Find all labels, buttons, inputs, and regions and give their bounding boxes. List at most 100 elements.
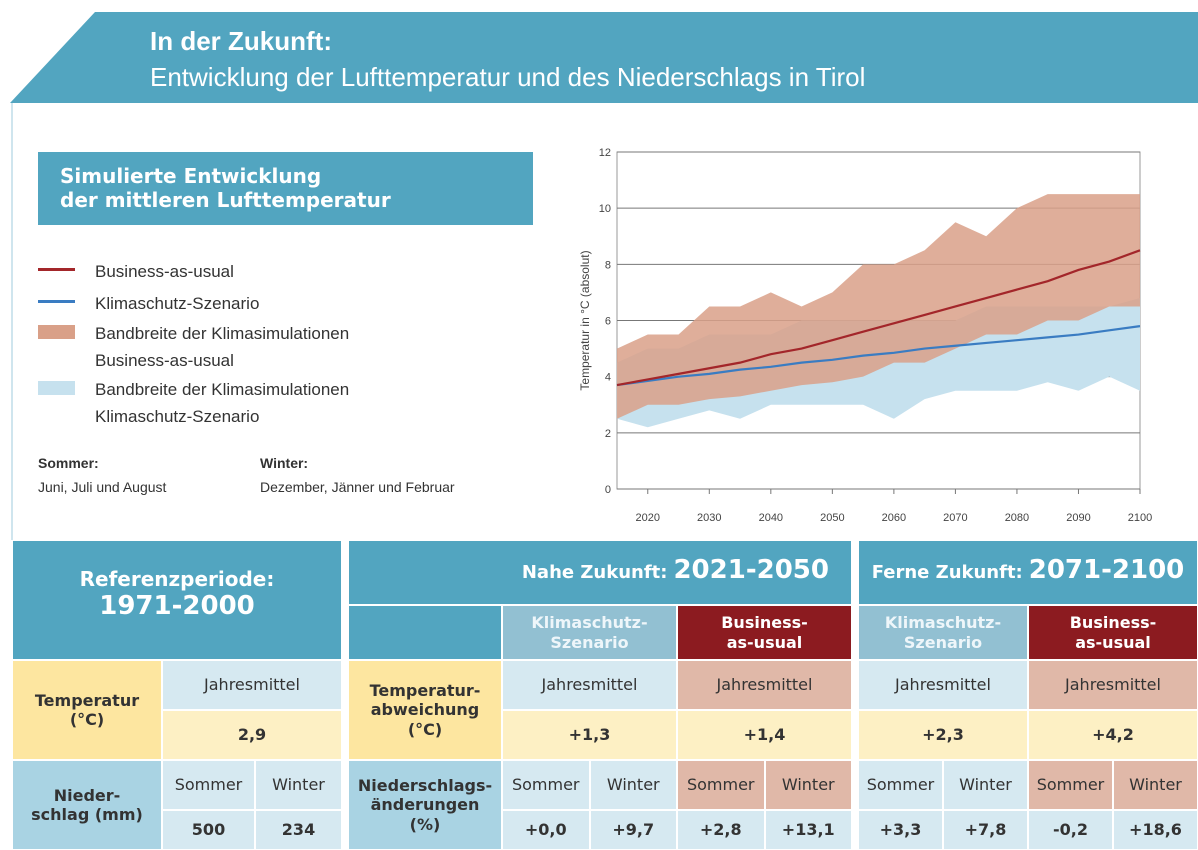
legend-title-line: der mittleren Lufttemperatur [60, 188, 391, 212]
cell-text: +18,6 [1129, 820, 1182, 840]
cell-text: 500 [191, 820, 226, 840]
legend-title-box: Simulierte Entwicklung der mittleren Luft… [38, 152, 533, 225]
note-text: Juni, Juli und August [38, 479, 167, 495]
legend-label: Business-as-usual [95, 262, 234, 281]
table-cell: +13,1 [764, 810, 852, 850]
cell-text: 1971-2000 [99, 591, 255, 622]
cell-text: (%) [409, 814, 441, 834]
cell-text: Nieder- [53, 785, 121, 805]
cell-text: Klimaschutz- [531, 613, 648, 633]
cell-text: +2,8 [699, 820, 742, 840]
table-cell: Sommer [677, 760, 765, 810]
table-cell: Niederschlags-änderungen (%) [348, 760, 502, 850]
table-cell: Jahresmittel [502, 660, 677, 710]
x-tick-label: 2100 [1128, 512, 1152, 524]
table-cell: Winter [589, 760, 677, 810]
table-cell: 2,9 [162, 710, 342, 760]
note-text: Dezember, Jänner und Februar [260, 479, 455, 495]
table-cell: Sommer [162, 760, 255, 810]
cell-text: +1,3 [568, 725, 611, 745]
table-cell: Klimaschutz- Szenario [858, 605, 1028, 660]
title: In der Zukunft: [150, 26, 332, 56]
cell-text: abweichung [370, 700, 480, 720]
cell-text: Sommer [686, 775, 755, 795]
cell-text: Winter [959, 775, 1012, 795]
note-label: Sommer: [38, 455, 99, 471]
legend-swatch [38, 325, 75, 339]
cell-text: 2,9 [237, 725, 267, 745]
table-cell: Winter [943, 760, 1028, 810]
legend-label: Bandbreite der Klimasimulationen Klimasc… [95, 380, 350, 426]
table-cell: Jahresmittel [858, 660, 1028, 710]
cell-text: Winter [272, 775, 325, 795]
cell-text: +9,7 [612, 820, 655, 840]
cell-text: schlag (mm) [31, 805, 143, 824]
x-tick-label: 2040 [759, 512, 783, 524]
cell-text: änderungen [370, 795, 480, 815]
cell-text: 234 [281, 820, 316, 840]
x-tick-label: 2080 [1005, 512, 1029, 524]
cell-text: (°C) [69, 710, 105, 729]
cell-text: Sommer [866, 775, 935, 795]
legend-label: Bandbreite der Klimasimulationen Busines… [95, 324, 350, 370]
cell-text: Winter [781, 775, 835, 795]
y-tick-label: 6 [605, 316, 611, 328]
cell-text: as-usual [1075, 632, 1151, 652]
cell-text: (°C) [407, 719, 443, 739]
table-cell: +7,8 [943, 810, 1028, 850]
y-axis-label: Temperatur in °C (absolut) [578, 250, 592, 390]
cell-text: +7,8 [964, 820, 1007, 840]
cell-text: +1,4 [743, 725, 786, 745]
table-cell: +18,6 [1113, 810, 1198, 850]
y-tick-label: 4 [605, 372, 611, 384]
header-band [10, 12, 1198, 103]
cell-text: Winter [1129, 775, 1182, 795]
table-cell: Business-as-usual [1028, 605, 1198, 660]
legend-swatch [38, 268, 75, 271]
y-tick-label: 2 [605, 428, 611, 440]
table-cell: +2,3 [858, 710, 1028, 760]
cell-text: +3,3 [879, 820, 922, 840]
legend-title-line: Simulierte Entwicklung [60, 164, 322, 188]
cell-text: -0,2 [1053, 820, 1088, 840]
x-tick-label: 2020 [636, 512, 660, 524]
x-tick-label: 2070 [943, 512, 967, 524]
table-cell: 234 [255, 810, 342, 850]
cell-text: +0,0 [524, 820, 567, 840]
band [617, 194, 1140, 419]
table-cell: Winter [255, 760, 342, 810]
legend-swatch [38, 300, 75, 303]
cell-text: +4,2 [1092, 725, 1134, 745]
table-cell: 500 [162, 810, 255, 850]
table-cell: Jahresmittel [1028, 660, 1198, 710]
cell-text: Business- [1069, 613, 1157, 633]
table-cell: +2,8 [677, 810, 765, 850]
note-label: Winter: [260, 455, 309, 471]
cell-text: 2071-2100 [1028, 555, 1185, 585]
y-tick-label: 12 [599, 147, 611, 159]
x-tick-label: 2030 [697, 512, 721, 524]
table-cell: +1,3 [502, 710, 677, 760]
x-tick-label: 2050 [820, 512, 844, 524]
table-cell: Winter [1113, 760, 1198, 810]
cell-text: as-usual [726, 632, 803, 652]
table-cell: +0,0 [502, 810, 590, 850]
table-cell: +4,2 [1028, 710, 1198, 760]
cell-text: Szenario [903, 632, 983, 652]
table-cell: Referenzperiode: 1971-2000 [12, 540, 342, 660]
table-cell: Klimaschutz- Szenario [502, 605, 677, 660]
cell-text: Klimaschutz- [884, 613, 1002, 633]
cell-text: Sommer [1036, 775, 1105, 795]
cell-text: Business- [721, 613, 808, 633]
cell-text: Sommer [174, 775, 243, 795]
cell-text: Jahresmittel [541, 675, 638, 695]
legend-label: Klimaschutz-Szenario [95, 294, 260, 313]
y-tick-label: 8 [605, 259, 611, 271]
cell-text: Nahe Zukunft: [521, 562, 668, 583]
cell-text: Sommer [511, 775, 580, 795]
table-cell: Winter [764, 760, 852, 810]
x-tick-label: 2090 [1066, 512, 1090, 524]
table-cell: Temperatur-abweichung (°C) [348, 660, 502, 760]
